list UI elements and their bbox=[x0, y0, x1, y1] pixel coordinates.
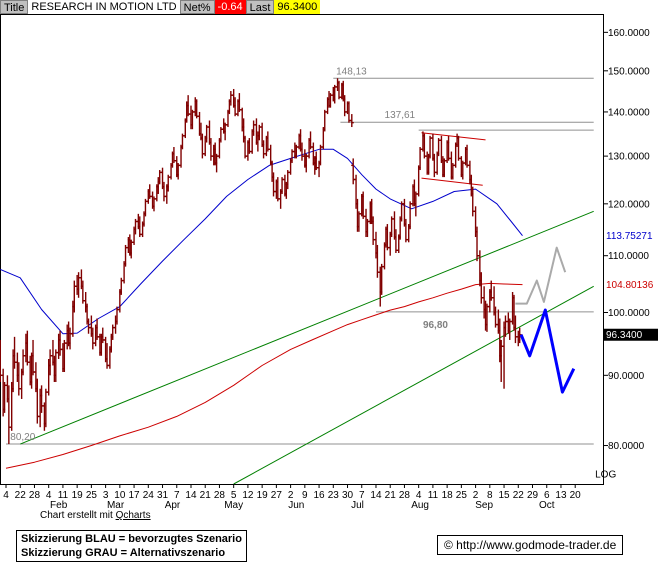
x-tick-label: 4 bbox=[3, 490, 9, 501]
x-tick-label: 12 bbox=[242, 490, 254, 501]
month-label: Aug bbox=[411, 500, 429, 510]
x-tick-label: 28 bbox=[399, 490, 411, 501]
x-tick-label: 19 bbox=[72, 490, 84, 501]
x-tick-label: 18 bbox=[442, 490, 454, 501]
value-tag-label: 113.75271 bbox=[606, 231, 653, 242]
x-tick-label: 23 bbox=[328, 490, 340, 501]
x-tick-label: 22 bbox=[513, 490, 525, 501]
x-tick-label: 19 bbox=[257, 490, 269, 501]
x-tick-label: 15 bbox=[498, 490, 510, 501]
x-tick-label: 3 bbox=[103, 490, 109, 501]
x-tick-label: 2 bbox=[473, 490, 479, 501]
value-tag-ma_long bbox=[604, 278, 658, 291]
netpct-label: Net% bbox=[179, 0, 215, 14]
x-tick-label: 30 bbox=[342, 490, 354, 501]
x-tick-label: 10 bbox=[114, 490, 126, 501]
x-tick-label: 28 bbox=[29, 490, 41, 501]
title-value: RESEARCH IN MOTION LTD bbox=[28, 0, 180, 14]
y-tick-label: 80.0000 bbox=[608, 441, 645, 452]
y-tick-label: 110.0000 bbox=[608, 251, 649, 262]
scenario-grey-path bbox=[515, 246, 567, 305]
qcharts-link[interactable]: Qcharts bbox=[115, 510, 151, 521]
x-tick-label: 4 bbox=[416, 490, 422, 501]
x-tick-label: 11 bbox=[58, 490, 69, 501]
month-label: Apr bbox=[165, 500, 181, 510]
price-annotation: 96,80 bbox=[423, 320, 448, 331]
trendline-lower-green bbox=[233, 285, 594, 485]
scenario-legend: Skizzierung BLAU = bevorzugtes Szenario … bbox=[16, 530, 247, 562]
trendline-red-channel-top bbox=[421, 132, 486, 141]
x-tick-label: 13 bbox=[555, 490, 567, 501]
month-label: Mar bbox=[107, 500, 125, 510]
scenario-blue-path bbox=[519, 308, 576, 394]
moving-average-ma_long bbox=[5, 282, 523, 469]
x-tick-label: 16 bbox=[313, 490, 325, 501]
x-tick-label: 4 bbox=[46, 490, 52, 501]
price-annotation: 80,20 bbox=[10, 432, 35, 443]
x-tick-label: 25 bbox=[86, 490, 98, 501]
x-tick-label: 27 bbox=[271, 490, 283, 501]
value-tag-label: 104.80136 bbox=[606, 280, 654, 291]
y-tick-label: 140.0000 bbox=[608, 107, 650, 118]
log-scale-label: LOG bbox=[595, 470, 616, 481]
x-tick-label: 2 bbox=[288, 490, 294, 501]
symbol-header: Title RESEARCH IN MOTION LTD Net% -0.64 … bbox=[0, 0, 321, 14]
y-tick-label: 90.0000 bbox=[608, 371, 645, 382]
x-tick-label: 17 bbox=[129, 490, 141, 501]
price-bars bbox=[0, 78, 522, 445]
x-tick-label: 20 bbox=[570, 490, 582, 501]
month-label: Sep bbox=[475, 500, 493, 510]
trendline-upper-green bbox=[20, 210, 594, 445]
legend-grey-text: Skizzierung GRAU = Alternativszenario bbox=[21, 547, 226, 559]
trendline-red-channel-bottom bbox=[421, 177, 483, 186]
x-tick-label: 31 bbox=[157, 490, 169, 501]
month-label: Jun bbox=[288, 500, 304, 510]
month-label: Feb bbox=[50, 500, 68, 510]
plot-frame bbox=[0, 14, 604, 485]
value-tag-ma_short bbox=[604, 229, 658, 242]
x-tick-label: 21 bbox=[385, 490, 397, 501]
price-chart: 160.0000 150.0000 140.0000 130.0000 120.0000… bbox=[0, 14, 658, 510]
price-bar bbox=[349, 114, 354, 128]
chart-credit: Chart erstellt mit Qcharts bbox=[40, 510, 151, 521]
x-tick-label: 22 bbox=[15, 490, 27, 501]
x-tick-label: 14 bbox=[185, 490, 197, 501]
x-tick-label: 14 bbox=[370, 490, 382, 501]
credit-prefix: Chart erstellt mit bbox=[40, 510, 113, 521]
y-tick-label: 100.0000 bbox=[608, 308, 650, 319]
x-tick-label: 9 bbox=[302, 490, 308, 501]
x-tick-label: 28 bbox=[214, 490, 226, 501]
y-tick-label: 160.0000 bbox=[608, 28, 650, 39]
x-tick-label: 29 bbox=[527, 490, 539, 501]
y-tick-label: 150.0000 bbox=[608, 66, 650, 77]
legend-blue-text: Skizzierung BLAU = bevorzugtes Szenario bbox=[21, 533, 242, 545]
y-tick-label: 120.0000 bbox=[608, 199, 650, 210]
value-tag-label: 96.3400 bbox=[606, 330, 643, 341]
last-value: 96.3400 bbox=[274, 0, 321, 14]
x-tick-label: 21 bbox=[200, 490, 212, 501]
last-label: Last bbox=[245, 0, 275, 14]
y-tick-label: 130.0000 bbox=[608, 152, 650, 163]
website-link[interactable]: © http://www.godmode-trader.de bbox=[437, 535, 624, 555]
x-tick-label: 6 bbox=[544, 490, 550, 501]
month-label: May bbox=[224, 500, 243, 510]
title-label: Title bbox=[0, 0, 29, 14]
month-label: Oct bbox=[539, 500, 555, 510]
price-annotation: 148,13 bbox=[336, 66, 367, 77]
price-annotation: 137,61 bbox=[385, 110, 416, 121]
x-tick-label: 5 bbox=[231, 490, 237, 501]
x-tick-label: 24 bbox=[143, 490, 155, 501]
x-tick-label: 11 bbox=[428, 490, 439, 501]
x-tick-label: 8 bbox=[487, 490, 493, 501]
value-tag-last bbox=[604, 328, 658, 341]
netpct-value: -0.64 bbox=[214, 0, 246, 14]
x-tick-label: 25 bbox=[456, 490, 468, 501]
x-tick-label: 7 bbox=[174, 490, 180, 501]
month-label: Jul bbox=[351, 500, 364, 510]
x-tick-label: 7 bbox=[359, 490, 365, 501]
